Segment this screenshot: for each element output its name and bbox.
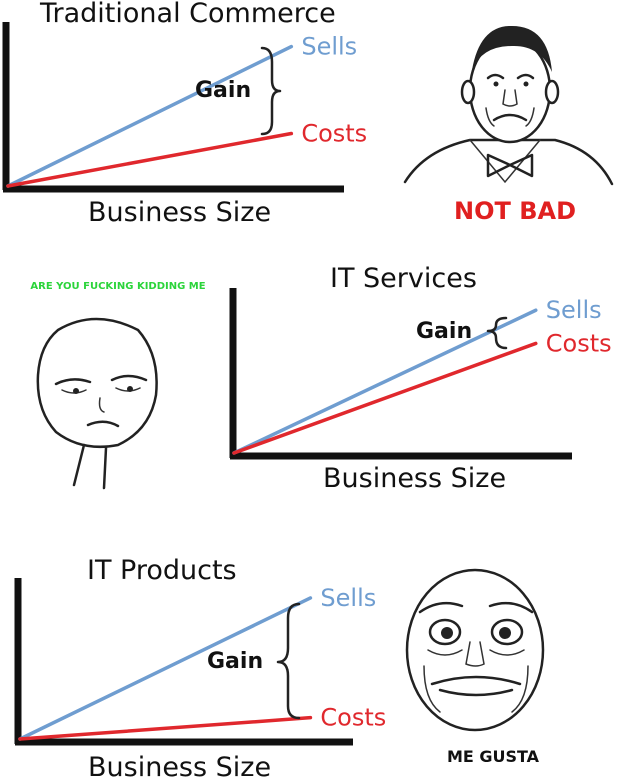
x-axis-label: Business Size	[88, 197, 271, 228]
series-label-sells: Sells	[320, 584, 376, 612]
chart-marks: Sells Costs	[6, 33, 367, 188]
chart-traditional-commerce: Traditional Commerce Sells Costs Gain Bus…	[2, 0, 367, 228]
kidding-caption: ARE YOU FUCKING KIDDING ME	[30, 281, 205, 292]
series-label-sells: Sells	[546, 296, 602, 324]
are-you-kidding-face-icon	[36, 317, 158, 490]
chart-it-services: IT Services Sells Costs Gain Business Siz…	[229, 263, 612, 494]
series-line-costs	[232, 341, 538, 455]
gain-label: Gain	[195, 78, 251, 103]
chart-title: IT Products	[87, 555, 237, 586]
x-axis-label: Business Size	[88, 752, 271, 778]
me-gusta-caption: ME GUSTA	[447, 747, 540, 766]
series-label-costs: Costs	[320, 704, 386, 732]
not-bad-caption: NOT BAD	[454, 197, 576, 225]
x-axis-label: Business Size	[323, 463, 506, 494]
gain-brace	[260, 46, 282, 136]
not-bad-meme: NOT BAD	[403, 25, 614, 225]
series-line-sells	[232, 308, 538, 455]
series-label-costs: Costs	[546, 329, 612, 357]
series-label-sells: Sells	[301, 33, 357, 61]
not-bad-face-icon	[403, 25, 614, 186]
series-line-sells	[6, 44, 294, 188]
chart-marks: Sells Costs	[232, 296, 612, 455]
are-you-kidding-meme: ARE YOU FUCKING KIDDING ME	[30, 281, 206, 490]
chart-title: IT Services	[330, 263, 477, 294]
me-gusta-face-icon	[405, 568, 545, 732]
series-line-costs	[18, 715, 313, 741]
chart-it-products: IT Products Sells Costs Gain Business Siz…	[14, 555, 386, 778]
series-line-costs	[6, 131, 294, 188]
chart-marks: Sells Costs	[18, 584, 386, 741]
gain-brace	[276, 602, 301, 720]
gain-label: Gain	[416, 319, 472, 344]
series-line-sells	[18, 596, 313, 741]
gain-label: Gain	[207, 649, 263, 674]
me-gusta-meme: ME GUSTA	[405, 568, 545, 766]
chart-title: Traditional Commerce	[39, 0, 336, 29]
series-label-costs: Costs	[301, 120, 367, 148]
gain-brace	[486, 316, 508, 350]
